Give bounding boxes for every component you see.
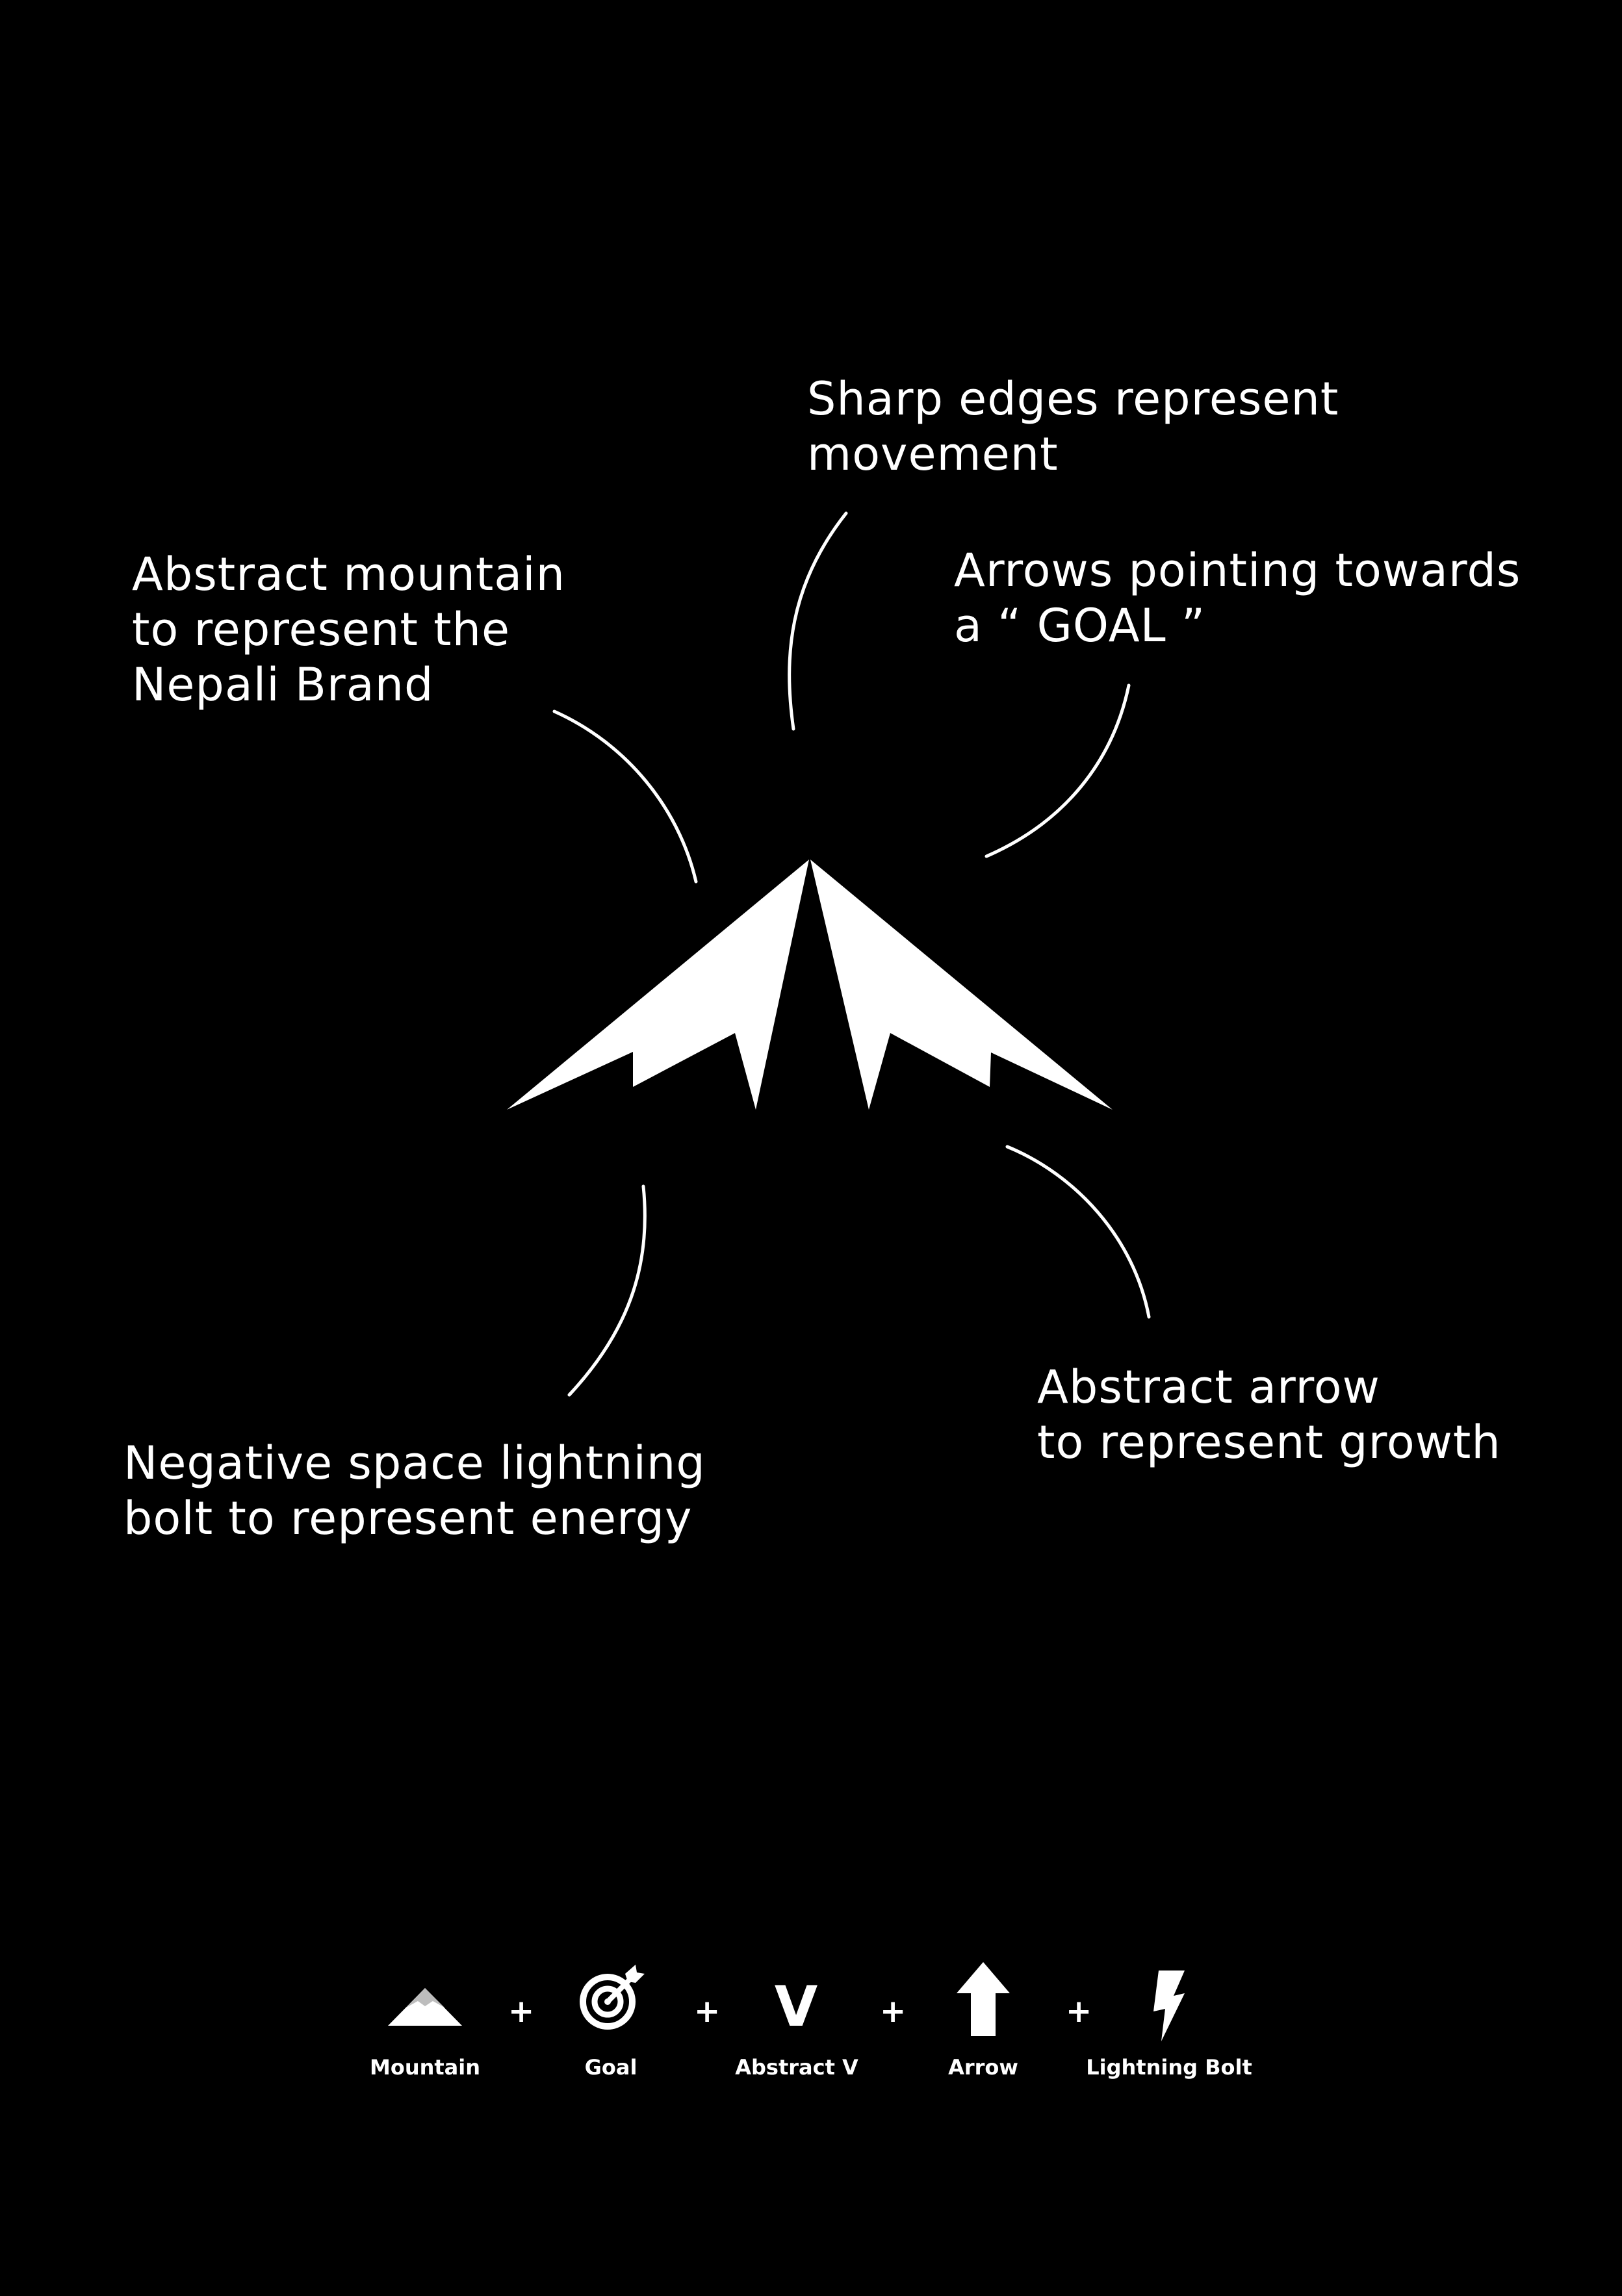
annotation-mountain: Abstract mountain to represent the Nepal…: [132, 547, 565, 713]
connector-arrows-goal: [985, 683, 1131, 858]
connector-sharp-edges: [788, 511, 848, 731]
arrow-up-icon: [957, 1962, 1010, 2036]
mountain-icon: [388, 1988, 462, 2026]
logo-mark: [507, 860, 1113, 1110]
plus-separator: +: [694, 1993, 721, 2030]
annotation-line: to represent growth: [1037, 1416, 1501, 1469]
connector-growth: [1005, 1145, 1151, 1319]
annotation-line: a “ GOAL ”: [954, 599, 1206, 652]
annotation-line: Abstract arrow: [1037, 1360, 1380, 1414]
legend-label-arrow: Arrow: [948, 2055, 1018, 2080]
legend-label-mountain: Mountain: [369, 2055, 481, 2080]
annotation-line: movement: [807, 427, 1059, 481]
annotation-sharp-edges: Sharp edges represent movement: [807, 372, 1339, 482]
legend-label-abstract-v: Abstract V: [735, 2055, 858, 2080]
annotation-line: Abstract mountain: [132, 548, 565, 601]
annotation-line: to represent the: [132, 603, 511, 656]
plus-separator: +: [1066, 1993, 1092, 2030]
letter-v-icon: V: [775, 1974, 818, 2039]
annotation-line: Negative space lightning: [123, 1436, 706, 1490]
target-icon: [580, 1965, 645, 2030]
legend-label-lightning-bolt: Lightning Bolt: [1086, 2055, 1252, 2080]
annotation-line: Sharp edges represent: [807, 372, 1339, 426]
annotation-line: Nepali Brand: [132, 658, 434, 711]
annotation-energy: Negative space lightning bolt to represe…: [123, 1436, 706, 1546]
annotation-arrows-goal: Arrows pointing towards a “ GOAL ”: [954, 543, 1521, 654]
annotation-growth: Abstract arrow to represent growth: [1037, 1360, 1501, 1470]
legend-label-goal: Goal: [584, 2055, 637, 2080]
annotation-line: Arrows pointing towards: [954, 544, 1521, 597]
connector-energy: [567, 1184, 647, 1397]
plus-separator: +: [880, 1993, 907, 2030]
annotation-line: bolt to represent energy: [123, 1492, 693, 1545]
lightning-bolt-icon: [1153, 1971, 1185, 2041]
plus-separator: +: [508, 1993, 535, 2030]
connector-mountain: [552, 709, 698, 884]
